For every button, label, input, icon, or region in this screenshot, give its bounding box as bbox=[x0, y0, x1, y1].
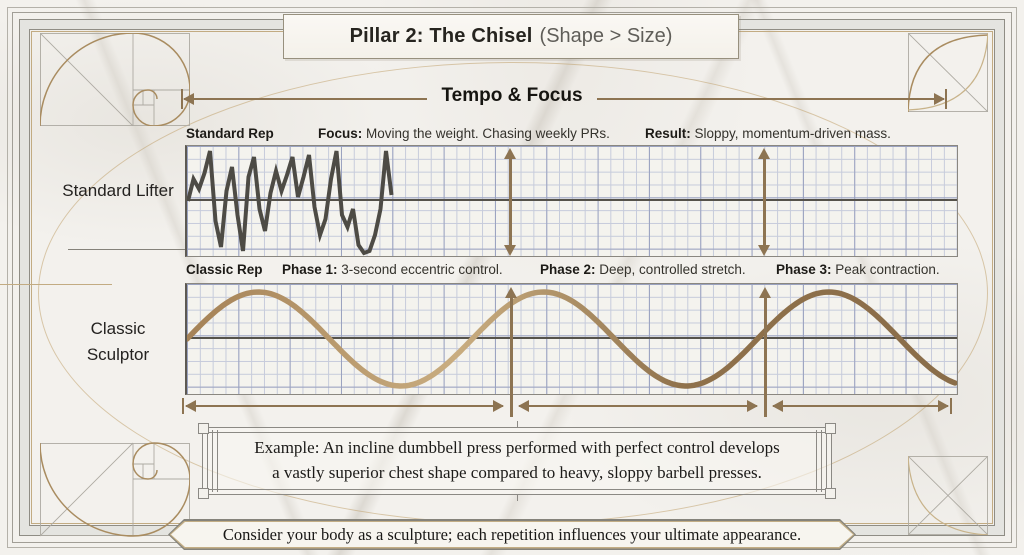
range-double-arrow-icon-2 bbox=[763, 158, 766, 246]
phase2-label: Phase 2: bbox=[540, 262, 596, 277]
focus-text: Moving the weight. Chasing weekly PRs. bbox=[362, 126, 610, 141]
plaque-corner-cap bbox=[198, 488, 209, 499]
phase1-label: Phase 1: bbox=[282, 262, 338, 277]
plaque-right-column-line bbox=[816, 430, 817, 492]
result-label: Result: bbox=[645, 126, 691, 141]
phase-span-left-endbar bbox=[182, 398, 184, 414]
plaque-left-column-line bbox=[217, 430, 218, 492]
classic-sculptor-label: Classic Sculptor bbox=[86, 319, 150, 365]
standard-lifter-label: Standard Lifter bbox=[62, 181, 174, 200]
classic-rep-label: Classic Rep bbox=[186, 262, 263, 277]
phase1-span-arrow-icon bbox=[185, 400, 504, 412]
phase-marker-arrow-icon-1 bbox=[510, 297, 513, 417]
range-double-arrow-icon-1 bbox=[509, 158, 512, 246]
plaque-corner-cap bbox=[825, 423, 836, 434]
classic-chart-midline bbox=[187, 337, 957, 339]
focus-label: Focus: bbox=[318, 126, 363, 141]
tempo-arrow-right-endbar bbox=[945, 89, 947, 109]
golden-spiral-icon-top-left bbox=[40, 33, 190, 126]
plaque-corner-cap bbox=[198, 423, 209, 434]
plaque-bottom-center-tick bbox=[517, 494, 518, 501]
standard-rep-label: Standard Rep bbox=[186, 126, 274, 141]
title-box: Pillar 2: The Chisel (Shape > Size) bbox=[283, 14, 739, 59]
tempo-arrow-left-endbar bbox=[181, 89, 183, 109]
tempo-focus-heading: Tempo & Focus bbox=[441, 85, 583, 106]
phase2-annotation: Phase 2: Deep, controlled stretch. bbox=[540, 262, 746, 277]
tempo-span-arrow-right-icon bbox=[597, 93, 945, 105]
corner-ornament-icon-top-right bbox=[908, 33, 988, 112]
footer-quote: Consider your body as a sculpture; each … bbox=[222, 524, 802, 544]
phase3-label: Phase 3: bbox=[776, 262, 832, 277]
left-gold-divider-line bbox=[0, 284, 112, 285]
tempo-span-arrow-left-icon bbox=[183, 93, 427, 105]
plaque-left-column-line bbox=[212, 430, 213, 492]
golden-spiral-icon-bottom-left bbox=[40, 442, 190, 537]
corner-ornament-icon-bottom-right bbox=[908, 456, 988, 535]
footer-banner-border: Consider your body as a sculpture; each … bbox=[170, 521, 855, 549]
footer-banner: Consider your body as a sculpture; each … bbox=[168, 519, 856, 550]
classic-rep-chart bbox=[185, 283, 958, 395]
phase2-span-arrow-icon bbox=[518, 400, 758, 412]
example-text-line2: a vastly superior chest shape compared t… bbox=[272, 463, 762, 482]
plaque-right-column-line bbox=[821, 430, 822, 492]
standard-rep-chart bbox=[185, 145, 958, 257]
phase-span-right-endbar bbox=[950, 398, 952, 414]
phase-marker-arrow-icon-2 bbox=[764, 297, 767, 417]
example-plaque: Example: An incline dumbbell press perfo… bbox=[198, 421, 836, 501]
phase3-span-arrow-icon bbox=[772, 400, 949, 412]
phase3-annotation: Phase 3: Peak contraction. bbox=[776, 262, 940, 277]
classic-rep-waveform bbox=[187, 289, 957, 389]
phase2-text: Deep, controlled stretch. bbox=[595, 262, 746, 277]
result-text: Sloppy, momentum-driven mass. bbox=[690, 126, 891, 141]
plaque-top-center-tick bbox=[517, 421, 518, 428]
phase1-annotation: Phase 1: 3-second eccentric control. bbox=[282, 262, 503, 277]
standard-rep-waveform bbox=[187, 150, 394, 256]
plaque-corner-cap bbox=[825, 488, 836, 499]
footer-banner-face: Consider your body as a sculpture; each … bbox=[171, 522, 853, 547]
standard-label-underline bbox=[68, 249, 185, 250]
standard-chart-midline bbox=[187, 199, 957, 201]
phase1-text: 3-second eccentric control. bbox=[337, 262, 503, 277]
page-title: Pillar 2: The Chisel bbox=[349, 25, 533, 47]
standard-result-annotation: Result: Sloppy, momentum-driven mass. bbox=[645, 126, 891, 141]
phase3-text: Peak contraction. bbox=[831, 262, 940, 277]
example-plaque-inner-border: Example: An incline dumbbell press perfo… bbox=[207, 432, 827, 490]
page-subtitle: (Shape > Size) bbox=[539, 25, 673, 47]
example-text-line1: Example: An incline dumbbell press perfo… bbox=[254, 438, 780, 458]
standard-focus-annotation: Focus: Moving the weight. Chasing weekly… bbox=[318, 126, 610, 141]
